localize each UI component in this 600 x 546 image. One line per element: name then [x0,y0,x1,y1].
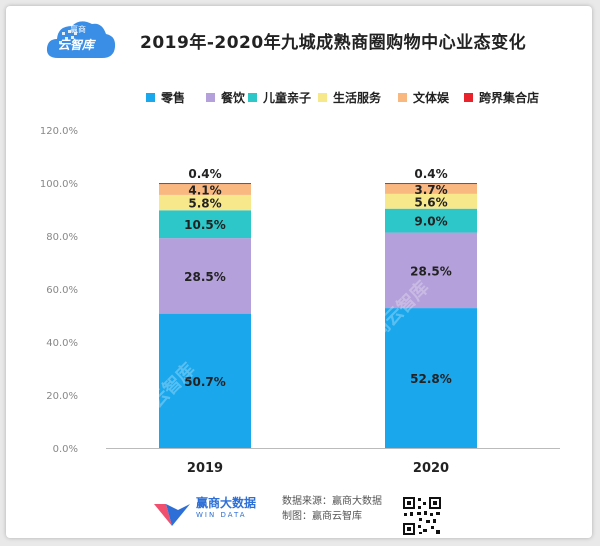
bar-segment [385,208,477,233]
legend-item: 跨界集合店 [464,88,539,106]
data-label: 5.8% [188,197,221,211]
data-label: 28.5% [184,270,226,284]
bar-segment [385,183,477,185]
bar-segment [159,238,251,314]
bar-segment [159,210,251,239]
windata-logo-icon [154,504,190,526]
bar-segment [159,194,251,211]
bar-segment [385,232,477,309]
cloud-logo-icon [46,21,116,58]
footer-brand-sub: WIN DATA [196,511,247,519]
y-tick-label: 20.0% [46,391,78,402]
qr-code-icon [402,496,442,536]
legend-item: 零售 [146,88,185,106]
chart-legend: 零售 餐饮 儿童亲子 生活服务 文体娱 跨界集合店 [0,88,600,106]
y-tick-label: 60.0% [46,285,78,296]
stacked-bar-chart: 0.0% 20.0% 40.0% 60.0% 80.0% 100.0% 120.0% 50.7… [40,126,560,476]
legend-item: 文体娱 [398,88,449,106]
x-tick-label: 2020 [413,461,449,476]
footer-brand: 赢商大数据 WIN DATA [196,494,256,534]
data-label: 50.7% [184,375,226,389]
legend-label: 生活服务 [333,90,382,105]
legend-label: 儿童亲子 [263,90,312,105]
footer-source: 数据来源：赢商大数据 制图：赢商云智库 [282,494,382,534]
y-tick-label: 100.0% [40,179,78,190]
bar-segment [385,308,477,448]
x-tick-label: 2019 [187,461,223,476]
y-tick-label: 120.0% [40,126,78,137]
bar-segment [159,184,251,195]
data-label: 28.5% [410,264,452,278]
legend-swatch [398,92,407,102]
data-label: 10.5% [184,218,226,232]
legend-swatch [318,92,327,102]
legend-label: 跨界集合店 [479,90,540,105]
legend-swatch [248,92,257,102]
legend-label: 零售 [161,90,186,105]
y-tick-label: 80.0% [46,232,78,243]
logo-text: 云智库 [58,38,95,52]
bar-segment [385,184,477,194]
y-tick-label: 40.0% [46,338,78,349]
bar-segment [385,193,477,209]
legend-item: 餐饮 [206,88,245,106]
y-tick-label: 0.0% [53,444,78,455]
chart-card [6,6,592,538]
data-label: 9.0% [414,215,447,229]
data-label: 3.7% [414,183,447,197]
legend-swatch [206,92,215,102]
chart-title: 2019年-2020年九城成熟商圈购物中心业态变化 [140,33,527,53]
legend-item: 生活服务 [318,88,381,106]
data-label: 0.4% [188,167,221,181]
data-label: 4.1% [188,183,221,197]
data-label: 0.4% [414,167,447,181]
bar-segment [159,313,251,448]
legend-label: 餐饮 [221,90,246,105]
logo-sub-text: 赢商 [70,25,86,34]
data-label: 52.8% [410,372,452,386]
maker-text: 制图：赢商云智库 [282,511,362,522]
bar-segment [159,183,251,185]
legend-label: 文体娱 [413,90,450,105]
data-label: 5.6% [414,195,447,209]
legend-swatch [464,92,473,102]
legend-swatch [146,92,155,102]
source-text: 数据来源：赢商大数据 [282,496,382,507]
footer-brand-name: 赢商大数据 [196,496,257,510]
legend-item: 儿童亲子 [248,88,311,106]
